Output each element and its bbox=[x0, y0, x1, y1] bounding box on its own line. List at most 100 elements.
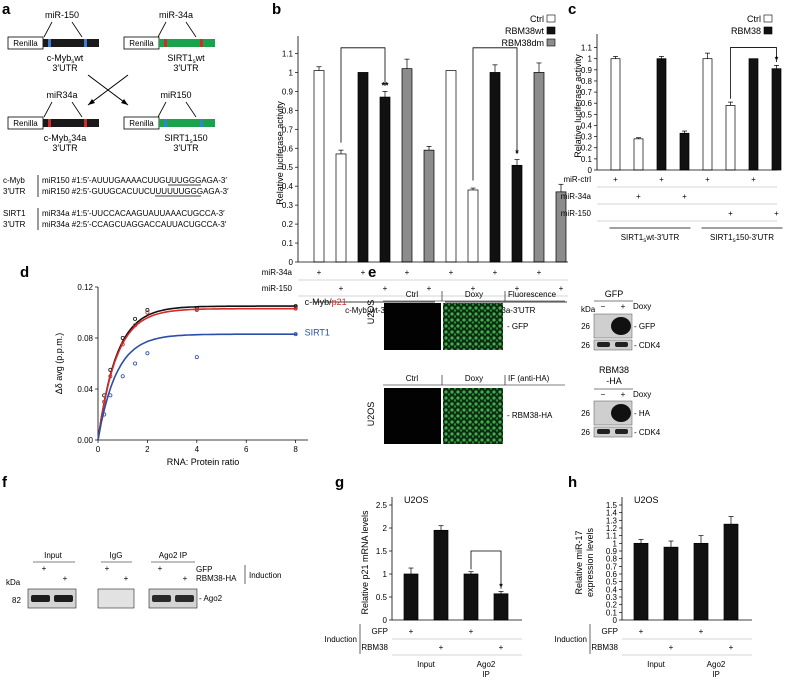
mark: + bbox=[63, 574, 68, 583]
construct-utr: 3′UTR bbox=[52, 63, 78, 73]
y-tick-label: 0.2 bbox=[581, 144, 593, 153]
minus-mark: − bbox=[601, 390, 606, 399]
y-tick-label: 0.8 bbox=[282, 106, 294, 115]
legend-label: RBM38 bbox=[731, 26, 761, 36]
micrograph-doxy-ha bbox=[443, 388, 503, 444]
site-mark bbox=[48, 39, 51, 47]
group-label: SIRT1s150-3′UTR bbox=[710, 233, 774, 244]
mode-label: IF (anti-HA) bbox=[508, 374, 550, 383]
construct-utr: 3′UTR bbox=[173, 143, 199, 153]
band-label-cdk4: - CDK4 bbox=[634, 341, 661, 350]
plus-mark: + bbox=[621, 390, 626, 399]
band-label: - Ago2 bbox=[199, 594, 223, 603]
band bbox=[31, 595, 50, 602]
y-tick-label: 0.8 bbox=[581, 77, 593, 86]
seq-line: miR150 #1:5′-AUUUGAAAACUUGUUUGGGAGA-3′ bbox=[42, 176, 227, 185]
row-label: miR-150 bbox=[561, 209, 592, 218]
doxy-label: Doxy bbox=[633, 390, 651, 399]
arrow bbox=[43, 21, 53, 38]
series-label-p21: p21 bbox=[332, 297, 347, 307]
row-mark: + bbox=[751, 175, 756, 184]
fit-curve-p21 bbox=[97, 307, 298, 441]
blot-title: -HA bbox=[606, 376, 622, 386]
y-tick-label: 0.9 bbox=[606, 547, 618, 556]
group-label: Ago2 bbox=[477, 660, 496, 669]
row-mark: + bbox=[639, 627, 644, 636]
y-tick-label: 0.12 bbox=[77, 283, 93, 292]
mw-label: 26 bbox=[581, 428, 590, 437]
x-axis-label: RNA: Protein ratio bbox=[167, 457, 240, 467]
band-cdk4 bbox=[597, 429, 610, 434]
cell-line-label: U2OS bbox=[366, 402, 376, 427]
bar bbox=[610, 58, 621, 171]
data-point bbox=[293, 304, 298, 309]
mw-label: 26 bbox=[581, 341, 590, 350]
mark: + bbox=[158, 564, 163, 573]
y-axis-label: Δδ avg (p.p.m.) bbox=[54, 333, 64, 395]
y-tick-label: 0.6 bbox=[282, 144, 294, 153]
bar bbox=[357, 72, 369, 263]
y-tick-label: 1.2 bbox=[606, 524, 618, 533]
utr-bar bbox=[159, 39, 215, 47]
data-point bbox=[133, 323, 138, 328]
utr-bar bbox=[159, 119, 215, 127]
doxy-label: Doxy bbox=[633, 302, 651, 311]
panel-h-chart: 00.10.20.30.40.50.60.70.80.911.11.21.31.… bbox=[555, 495, 752, 679]
band-label-gfp: - GFP bbox=[634, 322, 655, 331]
band bbox=[152, 595, 171, 602]
lane-ago2: Ago2 IP bbox=[159, 551, 187, 560]
construct-name: SIRT1swt bbox=[167, 53, 205, 65]
mirna-label: miR-34a bbox=[159, 10, 193, 20]
row-mark: + bbox=[636, 192, 641, 201]
y-tick-label: 0 bbox=[289, 258, 294, 267]
data-point bbox=[133, 316, 138, 321]
data-point bbox=[145, 351, 150, 356]
bar bbox=[379, 96, 391, 263]
seq-gene: SIRT1 bbox=[3, 209, 26, 218]
y-tick-label: 1.5 bbox=[376, 547, 388, 556]
row-mark: + bbox=[705, 175, 710, 184]
row-label: RBM38 bbox=[591, 643, 618, 652]
y-tick-label: 0.5 bbox=[376, 593, 388, 602]
y-tick-label: 0.3 bbox=[581, 133, 593, 142]
x-tick-label: 4 bbox=[195, 445, 200, 454]
seq-gene: c-Myb bbox=[3, 176, 25, 185]
y-tick-label: 0.1 bbox=[282, 239, 294, 248]
col-doxy: Doxy bbox=[465, 374, 483, 383]
group-label-part: c-Myb bbox=[345, 306, 367, 315]
group-label-part: SIRT1 bbox=[621, 233, 644, 242]
micrograph-ctrl-gfp bbox=[384, 303, 441, 350]
target-label: - RBM38-HA bbox=[507, 411, 553, 420]
bar bbox=[633, 542, 649, 621]
band-label-cdk4: - CDK4 bbox=[634, 428, 661, 437]
bar bbox=[656, 58, 667, 171]
row-mark: + bbox=[405, 268, 410, 277]
y-tick-label: 0.3 bbox=[606, 593, 618, 602]
renilla-label: Renilla bbox=[13, 119, 38, 128]
group-label-part: wt-3′UTR bbox=[645, 233, 679, 242]
panel-d-chart: 0.00 0.04 0.08 0.12 0 2 4 6 8 Δδ avg (p.p.m.) RNA:… bbox=[54, 283, 347, 467]
arrow bbox=[185, 101, 197, 118]
lane-input: Input bbox=[44, 551, 63, 560]
bar bbox=[771, 68, 782, 171]
band-ha bbox=[611, 404, 631, 422]
y-tick-label: 0.7 bbox=[606, 562, 618, 571]
arrowhead bbox=[121, 99, 128, 105]
mirna-label: miR-150 bbox=[45, 10, 79, 20]
y-tick-label: 0.1 bbox=[606, 608, 618, 617]
y-tick-label: 0 bbox=[588, 166, 593, 175]
sig-mark: * bbox=[515, 148, 519, 158]
arrow bbox=[43, 101, 53, 118]
y-tick-label: 0.6 bbox=[606, 570, 618, 579]
site-mark bbox=[84, 39, 87, 47]
band bbox=[54, 595, 73, 602]
row-label: miR-34a bbox=[262, 268, 293, 277]
y-tick-label: 2 bbox=[383, 524, 388, 533]
utr-bar bbox=[43, 119, 99, 127]
sig-bracket bbox=[730, 47, 777, 99]
seq-line: miR150 #2:5′-GUUGCACUUCUUUUUUGGGAGA-3′ bbox=[42, 187, 229, 196]
row-mark: + bbox=[361, 268, 366, 277]
row-mark: + bbox=[669, 643, 674, 652]
data-point bbox=[120, 374, 125, 379]
arrowhead bbox=[88, 99, 95, 105]
